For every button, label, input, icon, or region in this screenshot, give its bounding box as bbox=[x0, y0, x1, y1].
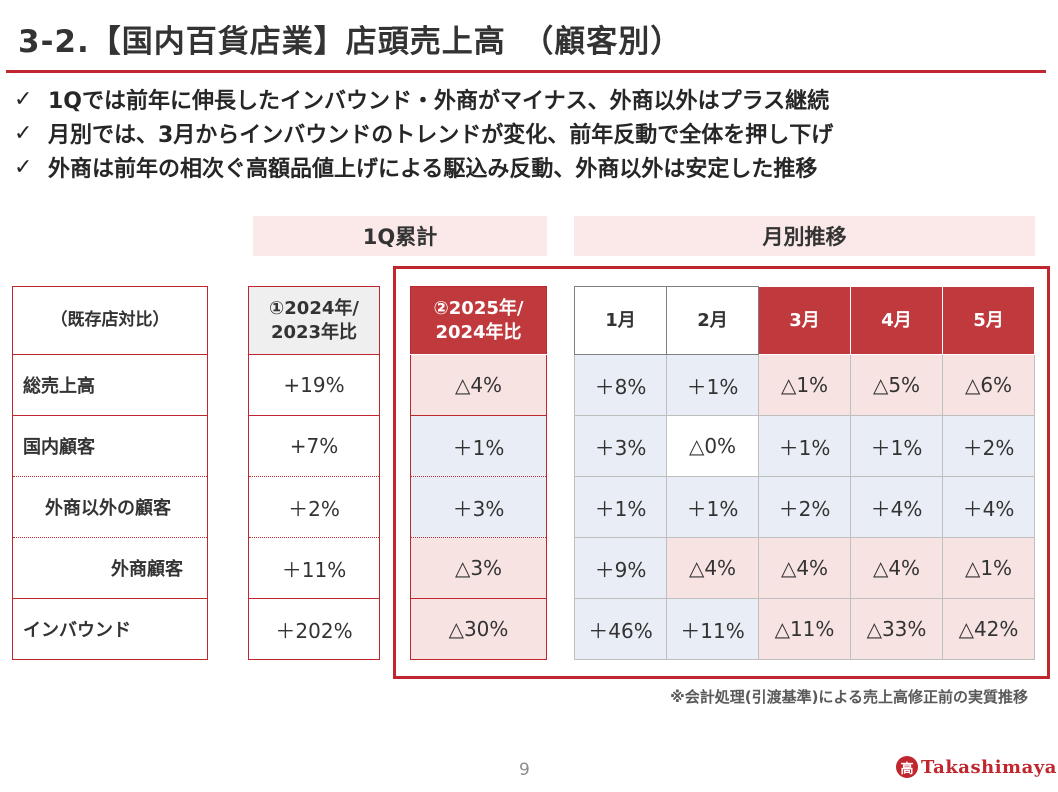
table-cell: △30% bbox=[410, 598, 547, 660]
col-2024-vs-2023: ①2024年/2023年比 +19% +7% ＋2% ＋11% ＋202% bbox=[248, 286, 380, 660]
table-cell: +7% bbox=[248, 415, 380, 477]
table-cell: △11% bbox=[758, 598, 851, 660]
table-cell: ＋11% bbox=[248, 537, 380, 599]
table-cell: ＋2% bbox=[758, 476, 851, 538]
row-label-total-sales: 総売上高 bbox=[12, 354, 208, 416]
check-icon: ✓ bbox=[14, 120, 33, 146]
table-cell: ＋202% bbox=[248, 598, 380, 660]
col2-header-line1: ②2025年/ bbox=[433, 298, 524, 320]
col1-header-line1: ①2024年/ bbox=[269, 298, 359, 320]
table-cell: ＋3% bbox=[574, 415, 667, 477]
table-cell: ＋2% bbox=[248, 476, 380, 538]
bullet-item: ✓ 1Qでは前年に伸長したインバウンド・外商がマイナス、外商以外はプラス継続 bbox=[14, 82, 833, 116]
table-cell: △4% bbox=[850, 537, 943, 599]
month-header: 5月 bbox=[942, 286, 1035, 355]
title-underline bbox=[6, 70, 1046, 73]
row-label-inbound: インバウンド bbox=[12, 598, 208, 660]
check-icon: ✓ bbox=[14, 154, 33, 180]
check-icon: ✓ bbox=[14, 86, 33, 112]
table-cell: ＋11% bbox=[666, 598, 759, 660]
bullet-text: 月別では、3月からインバウンドのトレンドが変化、前年反動で全体を押し下げ bbox=[48, 123, 834, 148]
table-cell: ＋1% bbox=[850, 415, 943, 477]
bullet-list: ✓ 1Qでは前年に伸長したインバウンド・外商がマイナス、外商以外はプラス継続 ✓… bbox=[14, 82, 833, 184]
table-cell: ＋4% bbox=[850, 476, 943, 538]
col1-header: ①2024年/2023年比 bbox=[248, 286, 380, 355]
table-cell: △0% bbox=[666, 415, 759, 477]
table-cell: △33% bbox=[850, 598, 943, 660]
page-title: 3-2.【国内百貨店業】店頭売上高 （顧客別） bbox=[18, 24, 683, 60]
table-cell: △6% bbox=[942, 354, 1035, 416]
table-cell: ＋3% bbox=[410, 476, 547, 538]
table-cell: △1% bbox=[942, 537, 1035, 599]
table-cell: ＋1% bbox=[574, 476, 667, 538]
table-cell: ＋2% bbox=[942, 415, 1035, 477]
table-cell: ＋9% bbox=[574, 537, 667, 599]
table-cell: △4% bbox=[666, 537, 759, 599]
company-logo: 高 Takashimaya bbox=[896, 756, 1057, 778]
bullet-item: ✓ 月別では、3月からインバウンドのトレンドが変化、前年反動で全体を押し下げ bbox=[14, 116, 833, 150]
logo-text: Takashimaya bbox=[921, 756, 1057, 778]
table-cell: ＋8% bbox=[574, 354, 667, 416]
month-header: 3月 bbox=[758, 286, 851, 355]
col2-header: ②2025年/2024年比 bbox=[410, 286, 547, 355]
bullet-item: ✓ 外商は前年の相次ぐ高額品値上げによる駆込み反動、外商以外は安定した推移 bbox=[14, 150, 833, 184]
section-header-q1-total: 1Q累計 bbox=[253, 216, 547, 256]
monthly-table: 1月 2月 3月 4月 5月 ＋8% ＋1% △1% △5% △6% ＋3% △… bbox=[574, 286, 1035, 660]
col1-header-line2: 2023年比 bbox=[270, 321, 358, 343]
highlight-frame bbox=[393, 266, 1050, 679]
row-label-non-gaisho: 外商以外の顧客 bbox=[12, 476, 208, 538]
table-cell: △4% bbox=[758, 537, 851, 599]
month-header: 4月 bbox=[850, 286, 943, 355]
table-cell: △5% bbox=[850, 354, 943, 416]
table-cell: ＋46% bbox=[574, 598, 667, 660]
col2-header-line2: 2024年比 bbox=[435, 321, 522, 343]
row-label-gaisho: 外商顧客 bbox=[12, 537, 208, 599]
col-2025-vs-2024: ②2025年/2024年比 △4% ＋1% ＋3% △3% △30% bbox=[410, 286, 547, 660]
table-cell: △3% bbox=[410, 537, 547, 599]
label-header: （既存店対比） bbox=[12, 286, 208, 355]
month-header: 2月 bbox=[666, 286, 759, 355]
row-label-domestic: 国内顧客 bbox=[12, 415, 208, 477]
row-label-table: （既存店対比） 総売上高 国内顧客 外商以外の顧客 外商顧客 インバウンド bbox=[12, 286, 208, 660]
table-cell: ＋1% bbox=[410, 415, 547, 477]
table-cell: △4% bbox=[410, 354, 547, 416]
table-cell: △42% bbox=[942, 598, 1035, 660]
bullet-text: 外商は前年の相次ぐ高額品値上げによる駆込み反動、外商以外は安定した推移 bbox=[48, 157, 818, 182]
page-number: 9 bbox=[519, 760, 530, 780]
bullet-text: 1Qでは前年に伸長したインバウンド・外商がマイナス、外商以外はプラス継続 bbox=[48, 89, 830, 114]
month-header: 1月 bbox=[574, 286, 667, 355]
table-cell: ＋1% bbox=[758, 415, 851, 477]
table-cell: △1% bbox=[758, 354, 851, 416]
table-cell: ＋4% bbox=[942, 476, 1035, 538]
logo-mark-icon: 高 bbox=[896, 756, 918, 778]
table-cell: ＋1% bbox=[666, 476, 759, 538]
table-cell: ＋1% bbox=[666, 354, 759, 416]
table-cell: +19% bbox=[248, 354, 380, 416]
footnote: ※会計処理(引渡基準)による売上高修正前の実質推移 bbox=[670, 688, 1028, 706]
section-header-monthly: 月別推移 bbox=[574, 216, 1035, 256]
